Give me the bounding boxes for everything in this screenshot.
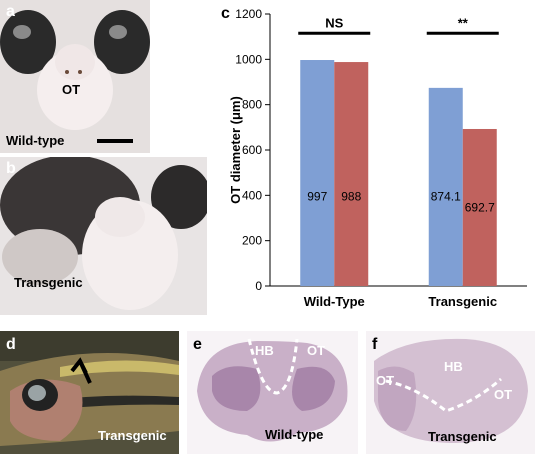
ot-diameter-bar-chart: c OT diameter (μm) 0 200 400 600 800 1000 1200… — [221, 5, 527, 309]
hb-label: HB — [255, 343, 274, 358]
bar-value-label: 874.1 — [431, 189, 461, 203]
panel-label-e: e — [193, 336, 202, 353]
panel-label-c: c — [221, 5, 230, 22]
panel-a-wildtype-photo: a OT Wild-type — [0, 0, 150, 153]
fish-head-transgenic-image — [0, 157, 207, 315]
y-tick-label: 200 — [242, 234, 262, 248]
bar-value-label: 692.7 — [465, 201, 495, 215]
hb-label: HB — [444, 359, 463, 374]
significance-label: NS — [325, 15, 343, 30]
y-tick-label: 1200 — [235, 7, 262, 21]
y-axis: 0 200 400 600 800 1000 1200 — [235, 7, 527, 293]
panel-e-wildtype-histology: e HB OT Wild-type — [187, 331, 358, 454]
bars: 997 988 874.1 692.7 — [300, 60, 497, 287]
panel-label-a: a — [6, 3, 15, 20]
strain-label: Wild-type — [265, 427, 324, 442]
bar-value-label: 997 — [307, 189, 327, 203]
y-axis-title: OT diameter (μm) — [228, 96, 243, 204]
ot-label: OT — [62, 82, 81, 97]
bar — [300, 60, 335, 286]
fish-side-image — [0, 331, 179, 454]
panel-b-transgenic-photo: b Transgenic — [0, 157, 207, 315]
bar-value-label: 988 — [341, 189, 361, 203]
x-category-label: Transgenic — [428, 294, 497, 309]
y-tick-label: 400 — [242, 188, 262, 202]
panel-d-transgenic-fish-photo: d Transgenic — [0, 331, 179, 454]
ot-label-right: OT — [494, 387, 513, 402]
y-tick-label: 1000 — [235, 52, 262, 66]
fish-head-dorsal-image — [0, 0, 150, 153]
strain-label: Transgenic — [14, 275, 83, 290]
panel-label-d: d — [6, 336, 16, 353]
panel-f-transgenic-histology: f OT HB OT Transgenic — [366, 331, 535, 454]
x-category-label: Wild-Type — [304, 294, 365, 309]
transgenic-brain-section-image — [366, 331, 535, 454]
x-axis-labels: Wild-Type Transgenic — [304, 294, 497, 309]
panel-label-b: b — [6, 160, 16, 177]
panel-label-f: f — [372, 336, 378, 353]
y-tick-label: 800 — [242, 98, 262, 112]
ot-label: OT — [307, 343, 326, 358]
y-tick-label: 0 — [255, 279, 262, 293]
bar — [334, 62, 369, 287]
significance-markers: NS ** — [298, 15, 499, 35]
strain-label: Wild-type — [6, 133, 65, 148]
ot-label-left: OT — [376, 373, 395, 388]
wildtype-brain-section-image — [187, 331, 358, 454]
bar — [428, 87, 463, 286]
y-tick-label: 600 — [242, 143, 262, 157]
significance-label: ** — [458, 15, 469, 30]
strain-label: Transgenic — [98, 428, 167, 443]
bar — [462, 128, 497, 286]
strain-label: Transgenic — [428, 429, 497, 444]
